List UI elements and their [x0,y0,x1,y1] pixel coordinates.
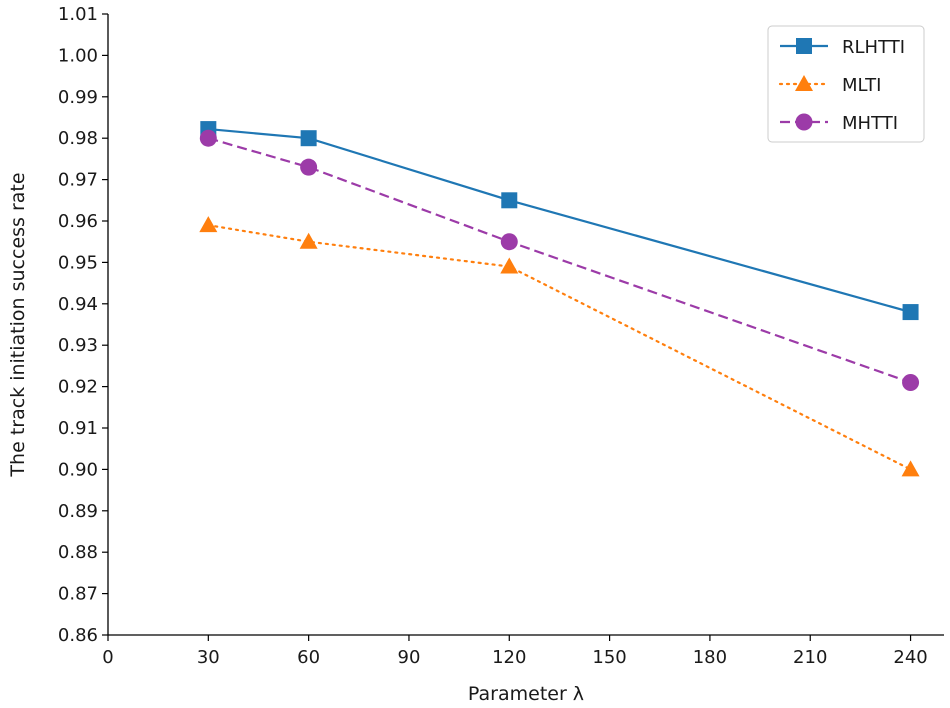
y-tick-label: 0.91 [58,418,98,439]
y-tick-label: 0.96 [58,211,98,232]
y-tick-label: 0.87 [58,584,98,605]
y-tick-label: 0.90 [58,459,98,480]
x-tick-label: 150 [592,647,626,668]
series-line-rlhtti [208,127,911,314]
x-tick-label: 240 [893,647,927,668]
y-tick-label: 0.99 [58,87,98,108]
legend-box [767,25,925,143]
y-tick-label: 0.92 [58,377,98,398]
series-layer [199,121,920,477]
series-line-mlti [207,224,912,471]
legend-marker-rlhtti [796,38,812,54]
y-axis: 0.86 0.87 0.88 0.89 0.90 0.91 0.92 0.93 0.94 0.95… [58,4,109,646]
x-tick-label: 180 [693,647,727,668]
data-point-rlhtti [501,192,518,209]
data-point-mhtti [300,158,318,176]
data-point-mhtti [199,129,217,147]
y-tick-label: 0.95 [58,252,98,273]
x-tick-label: 30 [197,647,220,668]
legend: RLHTTI MLTI MHTTI [767,25,925,143]
y-tick-label: 1.01 [58,4,98,25]
y-tick-label: 0.94 [58,294,98,315]
x-axis: 0 30 60 90 120 150 180 210 240 [102,634,944,668]
x-tick-label: 120 [492,647,526,668]
x-tick-label: 60 [297,647,320,668]
data-point-mlti [299,232,318,249]
data-point-mlti [901,460,920,477]
x-tick-label: 0 [102,647,113,668]
legend-marker-mhtti [795,113,813,131]
x-tick-label: 210 [793,647,827,668]
y-tick-label: 0.86 [58,625,98,646]
y-tick-label: 0.88 [58,542,98,563]
data-point-mhtti [500,233,518,251]
x-axis-title: Parameter λ [468,683,584,705]
data-point-mlti [199,216,218,233]
y-tick-label: 0.93 [58,335,98,356]
legend-marker-mlti [795,75,813,91]
y-tick-label: 0.89 [58,501,98,522]
data-point-mhtti [902,373,920,391]
x-tick-label: 90 [398,647,421,668]
series-line-mhtti [208,137,911,384]
y-tick-label: 1.00 [58,45,98,66]
legend-label-rlhtti: RLHTTI [842,37,905,58]
y-tick-label: 0.97 [58,170,98,191]
legend-label-mlti: MLTI [842,75,881,96]
legend-label-mhtti: MHTTI [842,113,898,134]
y-axis-title: The track initiation success rate [7,172,29,477]
data-point-rlhtti [902,304,919,321]
data-point-rlhtti [300,130,317,147]
data-point-mlti [500,257,519,274]
y-tick-label: 0.98 [58,128,98,149]
